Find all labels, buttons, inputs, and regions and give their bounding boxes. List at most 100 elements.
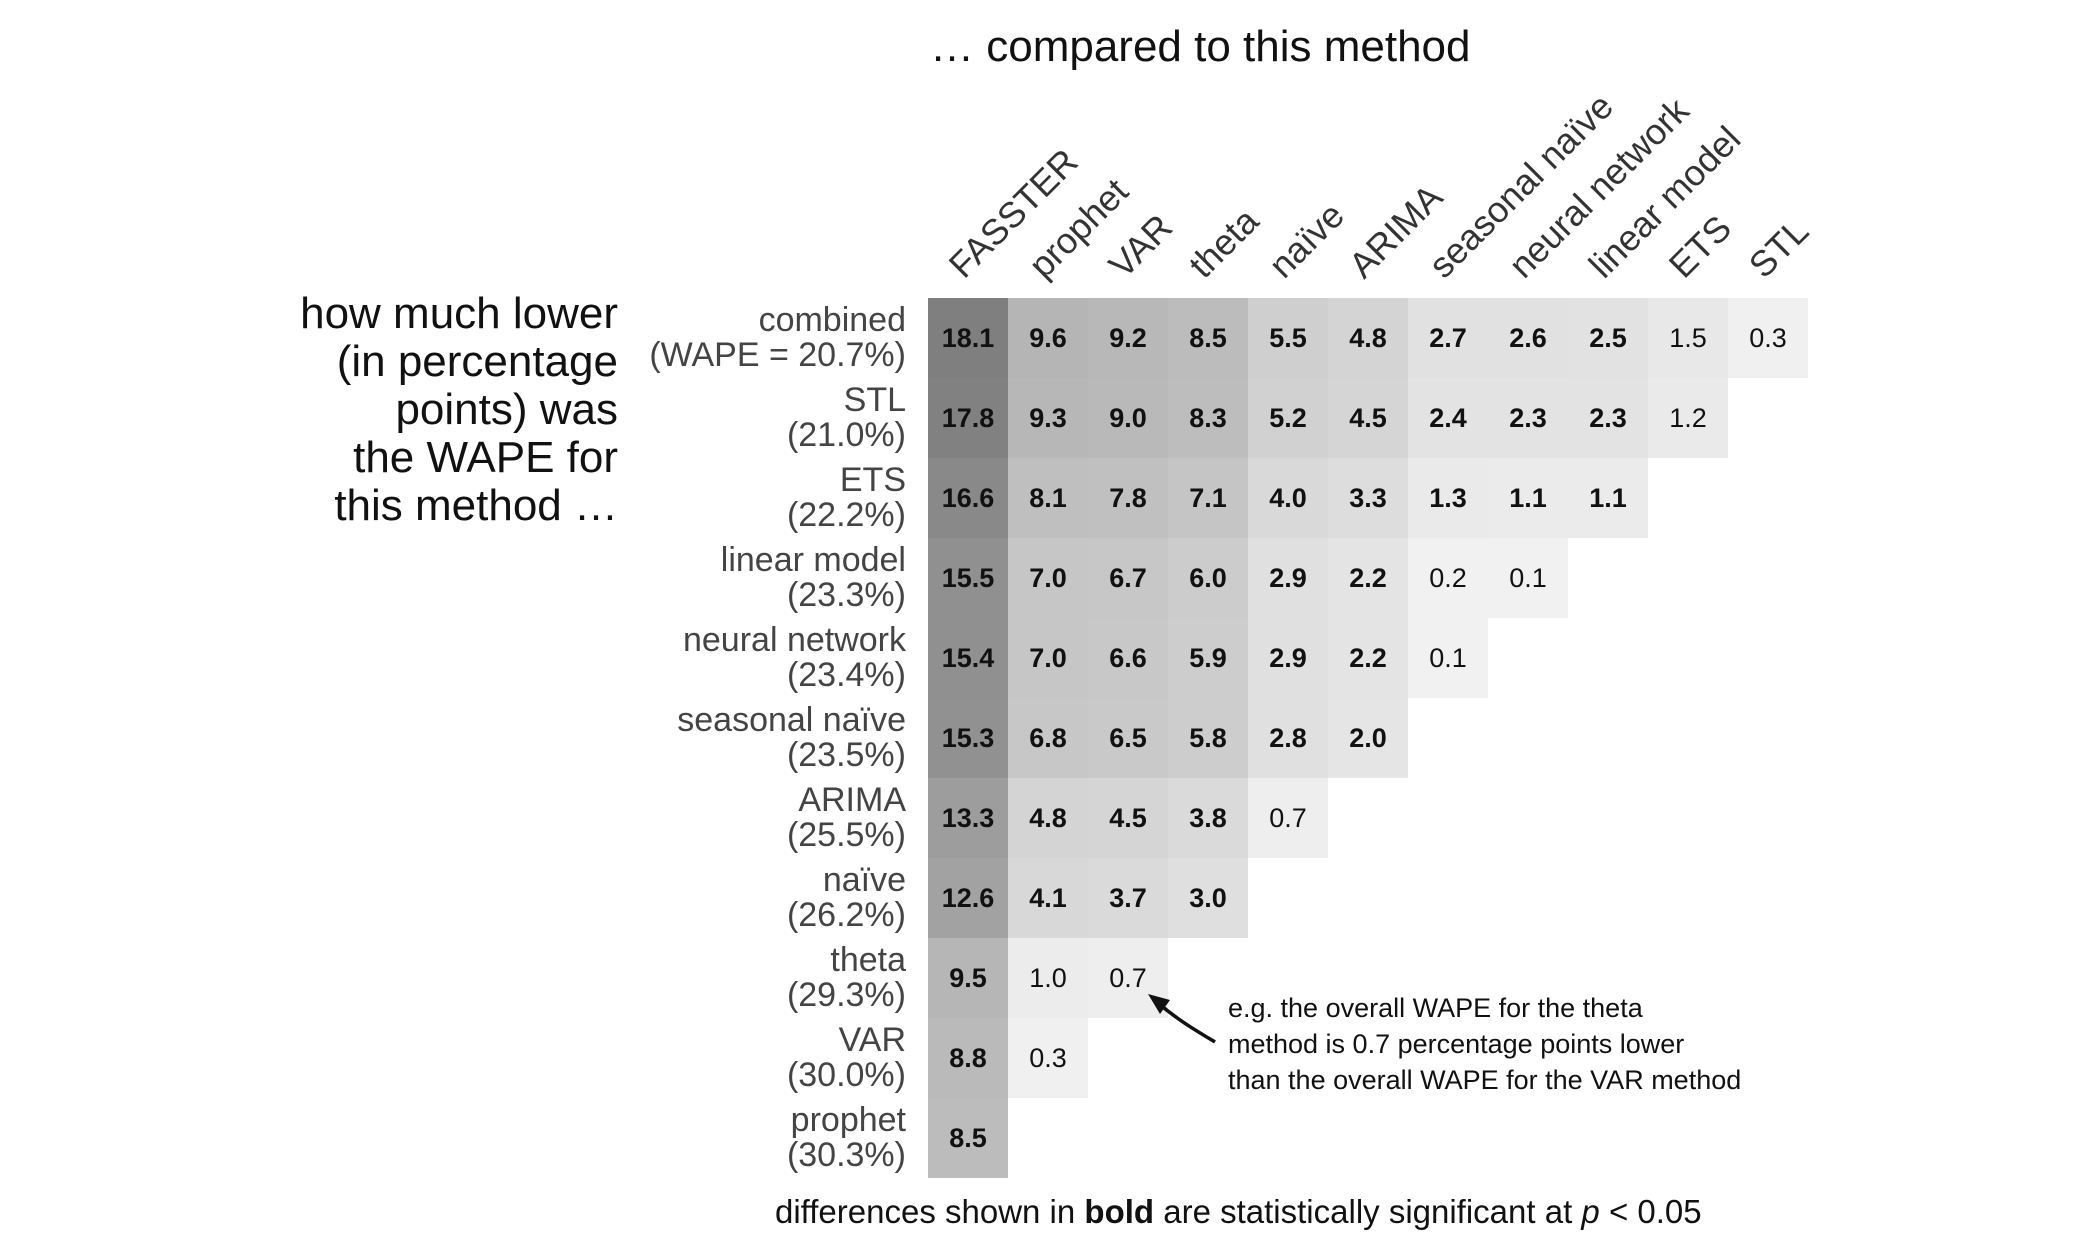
cell-value-label: 0.7 <box>1109 963 1147 993</box>
heatmap-cell <box>928 618 1008 698</box>
heatmap-cell <box>1248 298 1328 378</box>
heatmap-cell <box>1008 458 1088 538</box>
heatmap-cell <box>1008 298 1088 378</box>
row-wape-label: (21.0%) <box>787 416 906 454</box>
cell-value-label: 7.0 <box>1029 563 1067 593</box>
heatmap-cell <box>1248 378 1328 458</box>
cell-value-label: 4.1 <box>1029 883 1067 913</box>
row-label: theta <box>830 941 906 979</box>
cell-value-label: 3.0 <box>1189 883 1227 913</box>
heatmap-cell <box>1248 698 1328 778</box>
heatmap-cell <box>1008 378 1088 458</box>
significance-footnote: differences shown in bold are statistica… <box>775 1193 1702 1231</box>
row-wape-label: (26.2%) <box>787 896 906 934</box>
heatmap-cell <box>928 538 1008 618</box>
heatmap-cell <box>1328 538 1408 618</box>
cell-value-label: 1.2 <box>1669 403 1707 433</box>
row-label: naïve <box>823 861 906 899</box>
row-wape-label: (30.0%) <box>787 1056 906 1094</box>
heatmap-cell <box>1168 698 1248 778</box>
heatmap-cell <box>1168 618 1248 698</box>
cell-value-label: 4.5 <box>1349 403 1387 433</box>
cell-value-label: 2.9 <box>1269 643 1307 673</box>
cell-value-label: 4.8 <box>1029 803 1067 833</box>
cell-value-label: 12.6 <box>942 883 995 913</box>
cell-value-label: 6.8 <box>1029 723 1067 753</box>
cell-value-label: 1.5 <box>1669 323 1707 353</box>
heatmap-cell <box>1088 298 1168 378</box>
cell-value-label: 5.5 <box>1269 323 1307 353</box>
cell-value-label: 5.2 <box>1269 403 1307 433</box>
cell-value-label: 1.1 <box>1589 483 1627 513</box>
cell-value-label: 0.3 <box>1749 323 1787 353</box>
row-wape-label: (23.4%) <box>787 656 906 694</box>
cell-value-label: 8.5 <box>949 1123 987 1153</box>
example-annotation: e.g. the overall WAPE for the theta meth… <box>1228 993 1742 1095</box>
row-label: combined <box>759 301 906 339</box>
cell-value-label: 2.5 <box>1589 323 1627 353</box>
heatmap-cell <box>1088 618 1168 698</box>
cell-value-label: 6.7 <box>1109 563 1147 593</box>
cell-value-label: 5.9 <box>1189 643 1227 673</box>
heatmap-cell <box>1168 458 1248 538</box>
cell-value-label: 9.0 <box>1109 403 1147 433</box>
cell-value-label: 2.3 <box>1589 403 1627 433</box>
heatmap-cell <box>1008 618 1088 698</box>
cell-value-label: 8.3 <box>1189 403 1227 433</box>
row-wape-label: (WAPE = 20.7%) <box>649 336 906 374</box>
heatmap-cell <box>1168 378 1248 458</box>
heatmap-cell <box>1088 778 1168 858</box>
cell-value-label: 7.1 <box>1189 483 1227 513</box>
row-label: ETS <box>840 461 906 499</box>
heatmap-cell <box>1168 538 1248 618</box>
cell-value-label: 3.7 <box>1109 883 1147 913</box>
row-wape-label: (23.3%) <box>787 576 906 614</box>
heatmap-cell <box>928 1098 1008 1178</box>
row-wape-label: (23.5%) <box>787 736 906 774</box>
cell-value-label: 6.5 <box>1109 723 1147 753</box>
heatmap-cell <box>1008 1018 1088 1098</box>
heatmap-cell <box>928 1018 1008 1098</box>
heatmap-cell <box>1568 378 1648 458</box>
cell-value-label: 4.5 <box>1109 803 1147 833</box>
cell-value-label: 5.8 <box>1189 723 1227 753</box>
heatmap-cell <box>1328 298 1408 378</box>
heatmap-cell <box>1088 378 1168 458</box>
heatmap-cell <box>928 778 1008 858</box>
cell-value-label: 8.1 <box>1029 483 1067 513</box>
row-axis-title: how much lower (in percentage points) wa… <box>300 289 618 530</box>
row-label: ARIMA <box>798 781 906 819</box>
cell-value-label: 6.6 <box>1109 643 1147 673</box>
cell-value-label: 16.6 <box>942 483 995 513</box>
cell-value-label: 15.4 <box>942 643 995 673</box>
footnote-middle: are statistically significant at <box>1154 1193 1582 1230</box>
row-wape-label: (30.3%) <box>787 1136 906 1174</box>
cell-value-label: 0.7 <box>1269 803 1307 833</box>
heatmap-cell <box>1408 618 1488 698</box>
heatmap-cell <box>928 298 1008 378</box>
footnote-italic: p <box>1581 1193 1600 1230</box>
footnote-bold: bold <box>1084 1193 1155 1230</box>
heatmap-cell <box>1328 378 1408 458</box>
row-wape-label: (25.5%) <box>787 816 906 854</box>
heatmap-cell <box>928 378 1008 458</box>
heatmap-cell <box>1088 858 1168 938</box>
heatmap-cell <box>1168 298 1248 378</box>
heatmap-cell <box>928 698 1008 778</box>
heatmap-cell <box>928 858 1008 938</box>
heatmap-cell <box>1488 298 1568 378</box>
cell-value-label: 2.8 <box>1269 723 1307 753</box>
heatmap-cell <box>1648 298 1728 378</box>
cell-value-label: 2.2 <box>1349 563 1387 593</box>
heatmap-cell <box>1488 538 1568 618</box>
heatmap-cell <box>1328 458 1408 538</box>
cell-value-label: 0.3 <box>1029 1043 1067 1073</box>
column-label: theta <box>1181 199 1267 285</box>
cell-value-label: 9.5 <box>949 963 987 993</box>
heatmap-cell <box>1408 458 1488 538</box>
heatmap-cell <box>1488 458 1568 538</box>
footnote-prefix: differences shown in <box>775 1193 1085 1230</box>
heatmap-cell <box>1248 538 1328 618</box>
